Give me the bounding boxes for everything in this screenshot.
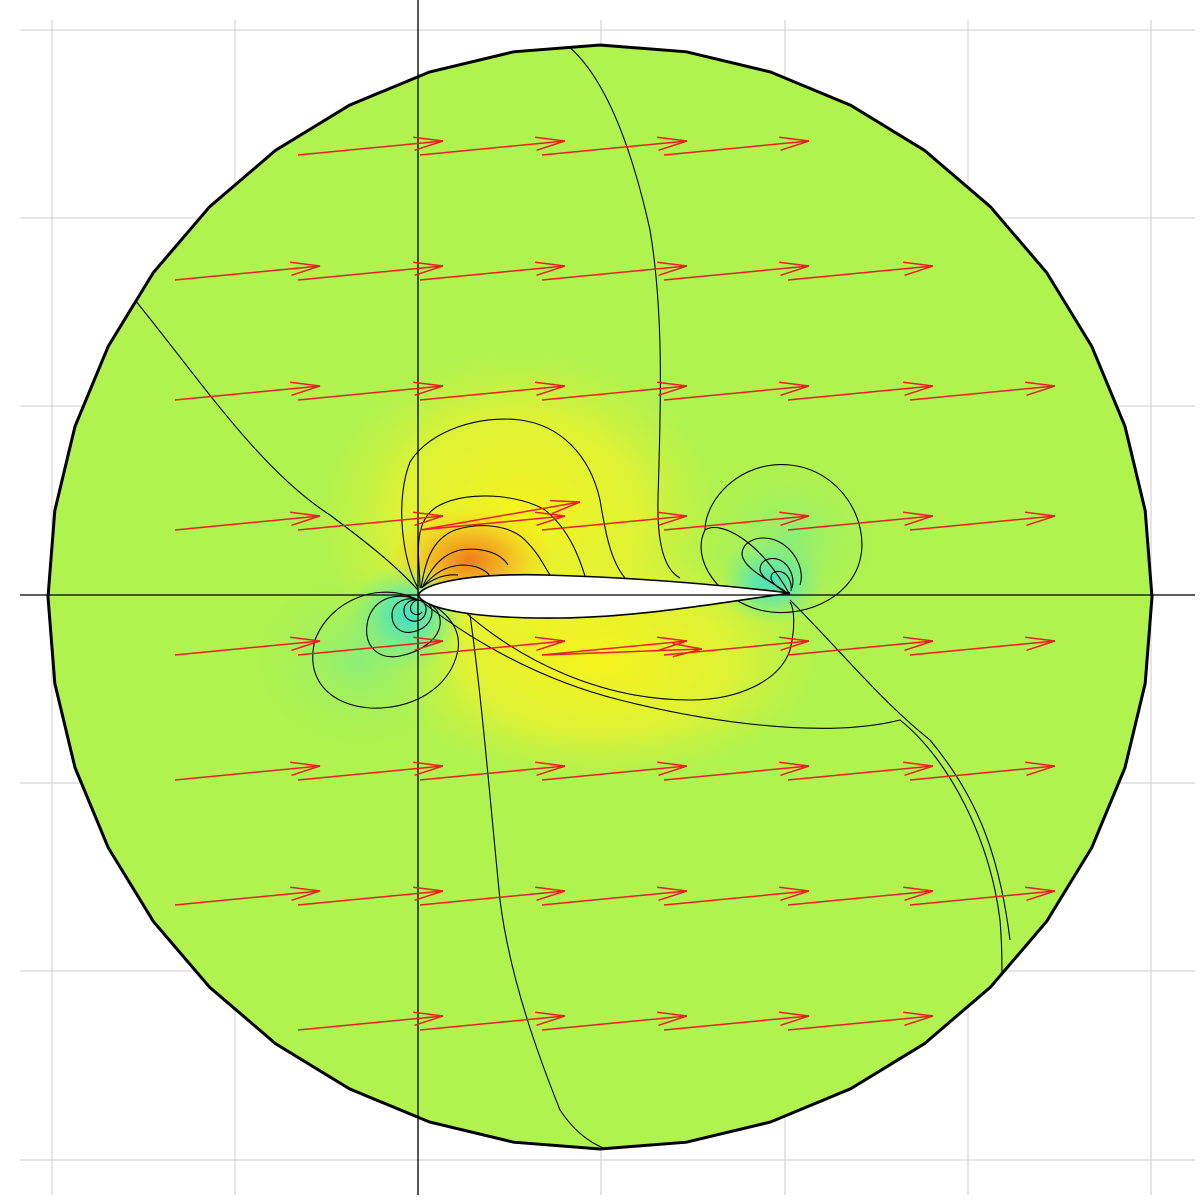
velocity-arrow [419, 136, 566, 156]
velocity-arrow [297, 761, 444, 781]
velocity-arrow [419, 381, 566, 401]
velocity-arrow [297, 261, 444, 281]
velocity-arrow [174, 261, 321, 281]
contour-line [366, 595, 441, 658]
velocity-arrow [787, 261, 934, 281]
velocity-arrow [909, 636, 1056, 656]
velocity-arrow [419, 886, 566, 906]
velocity-arrow [541, 1011, 688, 1031]
velocity-arrow [419, 261, 566, 281]
velocity-arrow [541, 261, 688, 281]
contour-line [403, 599, 427, 622]
contour-line [741, 537, 802, 596]
contour-line [789, 599, 1011, 941]
contour-line [464, 601, 795, 701]
contour-line [401, 418, 626, 589]
velocity-arrow [297, 511, 444, 531]
velocity-arrow [663, 261, 810, 281]
velocity-arrow [419, 499, 581, 531]
velocity-arrow [174, 511, 321, 531]
velocity-arrow [174, 886, 321, 906]
velocity-arrow [663, 761, 810, 781]
velocity-arrow [541, 381, 688, 401]
velocity-arrow [297, 886, 444, 906]
contour-line [421, 548, 509, 589]
velocity-arrow [419, 1011, 566, 1031]
contour-line [419, 599, 1003, 1111]
velocity-arrow [787, 761, 934, 781]
velocity-arrow [174, 636, 321, 656]
velocity-arrow [909, 886, 1056, 906]
field-low-region-trailing-halo [700, 460, 880, 620]
velocity-arrow [297, 381, 444, 401]
velocity-arrow [419, 761, 566, 781]
contour-line [469, 614, 641, 1149]
velocity-arrow [541, 511, 688, 531]
contour-line [391, 598, 433, 633]
contour-lines [134, 45, 1011, 1149]
contour-line [409, 599, 423, 616]
velocity-arrow [663, 886, 810, 906]
contour-line [770, 570, 792, 596]
velocity-arrow [663, 381, 810, 401]
velocity-arrow [787, 886, 934, 906]
contour-line [700, 464, 863, 614]
contour-line [759, 557, 794, 596]
velocity-arrow [663, 511, 810, 531]
velocity-arrow [663, 136, 810, 156]
contour-line [422, 564, 491, 588]
velocity-arrow [297, 636, 444, 656]
field-low-region-leading-halo [250, 570, 470, 750]
velocity-arrow [174, 381, 321, 401]
velocity-arrow [787, 511, 934, 531]
velocity-arrow [419, 636, 566, 656]
velocity-arrow [663, 1011, 810, 1031]
velocity-arrow [787, 381, 934, 401]
velocity-arrow [297, 1011, 444, 1031]
velocity-arrow [787, 1011, 934, 1031]
contour-line [312, 591, 459, 709]
contour-line [551, 45, 681, 579]
domain-boundary [46, 43, 1154, 1151]
velocity-arrow [541, 886, 688, 906]
velocity-arrow [787, 636, 934, 656]
velocity-arrow [541, 642, 703, 658]
velocity-arrow [909, 761, 1056, 781]
airfoil-shape [417, 573, 791, 619]
velocity-arrow [541, 136, 688, 156]
contour-line [134, 299, 419, 591]
velocity-vectors [174, 136, 1056, 1031]
velocity-arrow [909, 381, 1056, 401]
contour-line [423, 574, 459, 587]
velocity-arrow [541, 636, 688, 656]
velocity-arrow [909, 511, 1056, 531]
contour-line [420, 525, 551, 589]
axes [20, 0, 1195, 1195]
velocity-arrow [297, 136, 444, 156]
velocity-arrow [419, 511, 566, 531]
velocity-arrow [174, 761, 321, 781]
velocity-arrow [541, 761, 688, 781]
